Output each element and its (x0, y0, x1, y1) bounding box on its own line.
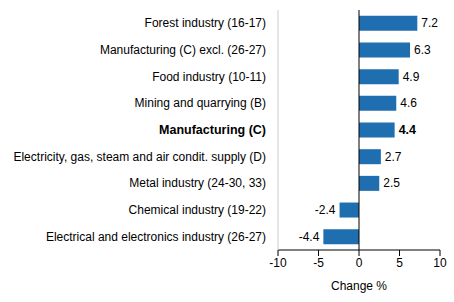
svg-text:Food industry (10-11): Food industry (10-11) (152, 70, 266, 84)
svg-text:Electricity, gas, steam and ai: Electricity, gas, steam and air condit. … (13, 150, 266, 164)
svg-text:4.9: 4.9 (403, 70, 420, 84)
svg-text:Chemical industry (19-22): Chemical industry (19-22) (129, 203, 266, 217)
svg-text:Forest industry (16-17): Forest industry (16-17) (145, 16, 266, 30)
svg-text:10: 10 (433, 256, 446, 270)
svg-text:-10: -10 (269, 256, 287, 270)
svg-text:6.3: 6.3 (414, 43, 431, 57)
svg-text:-5: -5 (313, 256, 324, 270)
svg-text:Manufacturing (C): Manufacturing (C) (159, 123, 266, 137)
svg-text:2.5: 2.5 (383, 176, 400, 190)
svg-text:Change %: Change % (331, 279, 387, 293)
svg-text:7.2: 7.2 (421, 16, 438, 30)
svg-text:5: 5 (396, 256, 403, 270)
svg-text:4.4: 4.4 (399, 123, 416, 137)
svg-text:Electrical and electronics ind: Electrical and electronics industry (26-… (46, 230, 266, 244)
svg-text:2.7: 2.7 (385, 150, 402, 164)
svg-text:Mining and quarrying (B): Mining and quarrying (B) (135, 96, 266, 110)
svg-text:0: 0 (356, 256, 363, 270)
svg-text:Metal industry (24-30, 33): Metal industry (24-30, 33) (129, 176, 266, 190)
svg-text:-4.4: -4.4 (299, 230, 320, 244)
svg-text:4.6: 4.6 (400, 96, 417, 110)
svg-text:-2.4: -2.4 (315, 203, 336, 217)
svg-text:Manufacturing (C) excl. (26-27: Manufacturing (C) excl. (26-27) (100, 43, 266, 57)
